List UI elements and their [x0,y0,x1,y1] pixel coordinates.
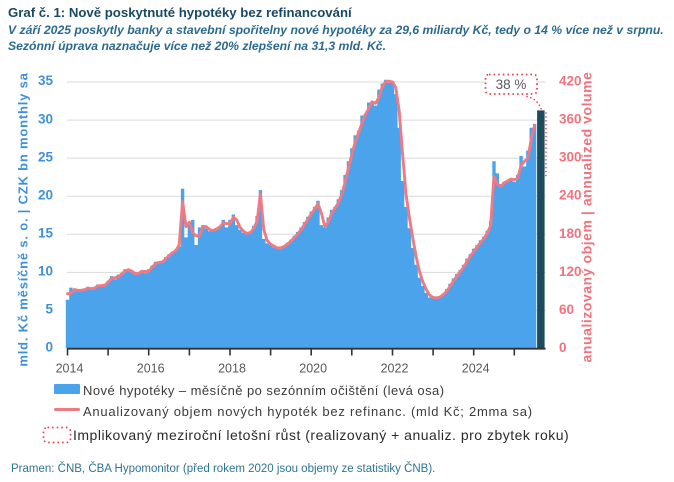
svg-text:300: 300 [559,150,582,165]
svg-text:360: 360 [559,112,582,127]
svg-text:2018: 2018 [218,362,246,376]
svg-text:35: 35 [38,73,54,88]
svg-text:420: 420 [559,74,582,89]
svg-text:120: 120 [559,264,582,279]
svg-text:5: 5 [45,302,53,317]
svg-text:anualizovaný objem | annualize: anualizovaný objem | annualized volume [579,72,595,363]
svg-text:2020: 2020 [299,362,327,376]
svg-text:180: 180 [559,226,582,241]
svg-text:0: 0 [559,340,567,355]
svg-text:240: 240 [559,188,582,203]
svg-text:mld. Kč měsíčně s. o. | CZK bn: mld. Kč měsíčně s. o. | CZK bn monthly s… [16,72,31,366]
svg-text:2014: 2014 [56,362,84,376]
svg-text:0: 0 [45,340,53,355]
svg-text:2024: 2024 [462,362,490,376]
svg-text:10: 10 [38,264,53,279]
svg-text:2016: 2016 [137,362,165,376]
svg-text:2022: 2022 [381,362,409,376]
svg-text:30: 30 [38,111,53,126]
svg-text:25: 25 [38,149,54,164]
svg-text:60: 60 [559,302,574,317]
svg-text:38 %: 38 % [496,77,527,92]
svg-text:15: 15 [38,226,54,241]
svg-text:20: 20 [38,187,53,202]
